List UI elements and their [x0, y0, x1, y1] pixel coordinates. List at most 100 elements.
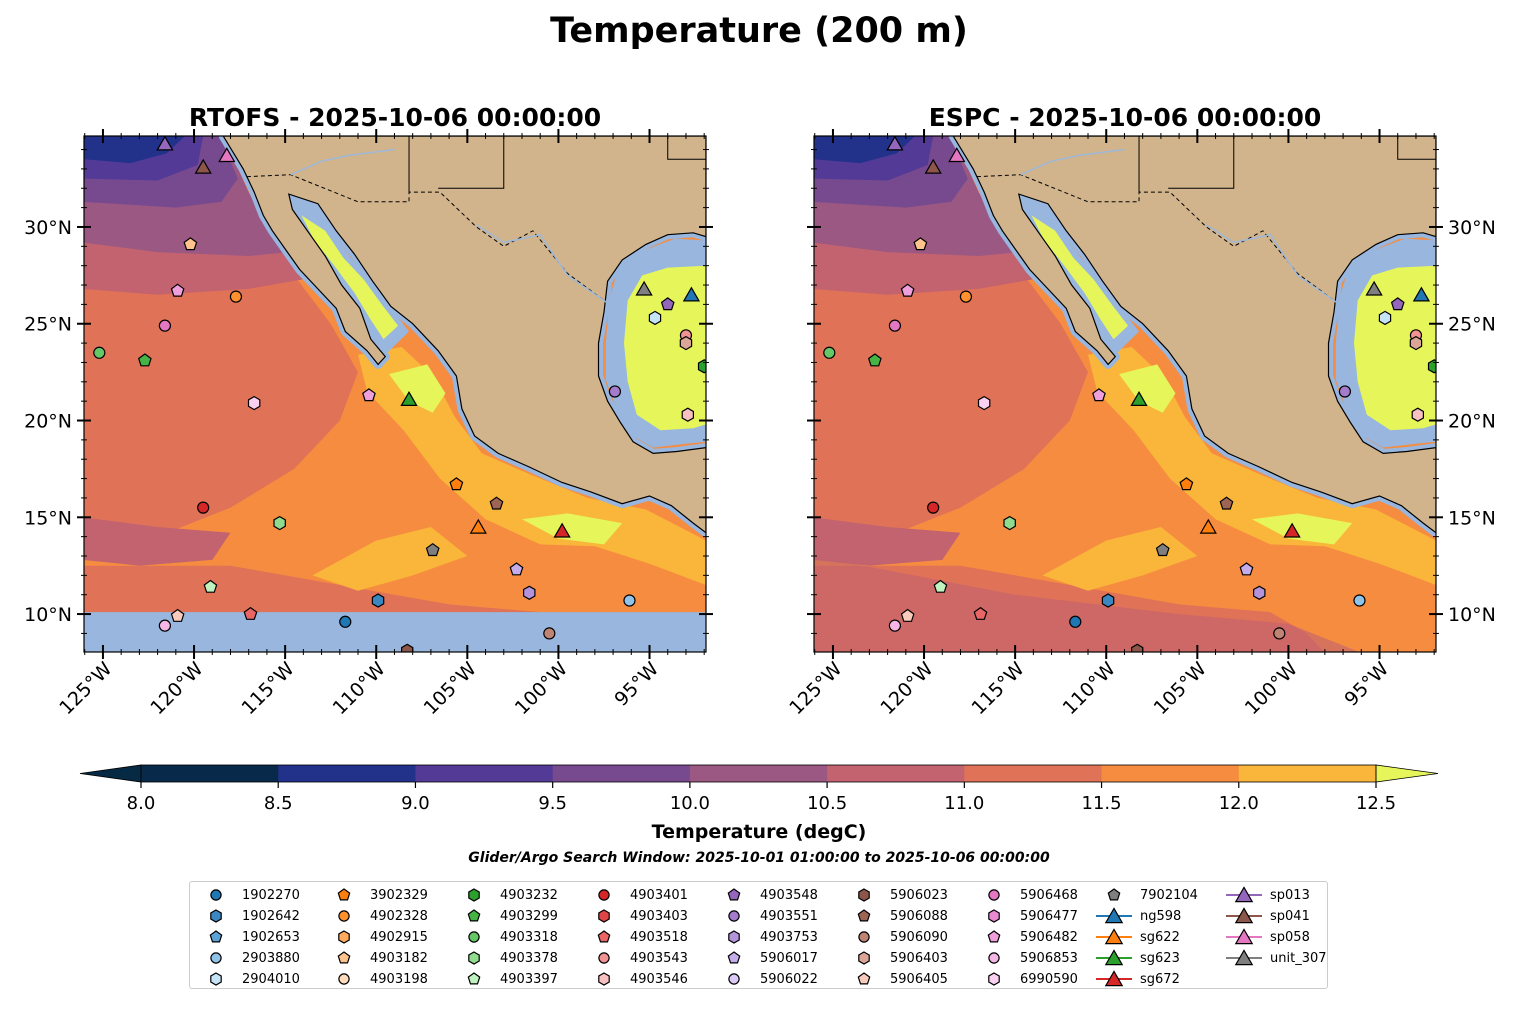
legend-marker — [728, 930, 740, 944]
country-border — [976, 174, 1340, 305]
legend-marker — [468, 888, 480, 902]
legend-marker — [210, 909, 222, 923]
legend-label: 4903198 — [370, 971, 428, 987]
temperature-contour-region — [84, 275, 358, 556]
legend-marker — [597, 930, 611, 943]
legend-marker — [338, 910, 350, 922]
observation-marker-sp041 — [924, 158, 942, 174]
legend-label: 5906088 — [890, 908, 948, 924]
legend-item-ng598: ng598 — [1094, 906, 1181, 926]
gulf-of-mexico-warm — [1354, 265, 1436, 431]
legend-marker — [337, 888, 351, 901]
legend-label: 4903182 — [370, 950, 428, 966]
legend-label: 5906468 — [1020, 887, 1078, 903]
legend-item-5906853: 5906853 — [974, 948, 1078, 968]
observation-marker-7902104 — [1155, 542, 1170, 557]
observation-marker-4903232 — [1427, 359, 1436, 374]
legend-item-4903378: 4903378 — [454, 948, 558, 968]
pentagon-marker-icon — [1107, 888, 1121, 901]
lon-tick-label: 110°W — [329, 658, 390, 719]
figure-title: Temperature (200 m) — [550, 11, 968, 51]
legend-label: 2904010 — [242, 971, 300, 987]
legend-marker — [1104, 907, 1124, 924]
lat-tick-label: 20°N — [24, 411, 72, 433]
colorbar-segment — [278, 765, 416, 782]
legend-marker — [988, 909, 1000, 923]
observation-marker-sg622 — [1199, 518, 1217, 534]
lat-tick-label: 20°N — [1448, 411, 1496, 433]
legend-label: 4903318 — [500, 929, 558, 945]
observation-marker-sp058 — [218, 147, 236, 163]
circle-marker-icon — [210, 952, 222, 964]
legend-item-5906023: 5906023 — [844, 885, 948, 905]
legend-item-7902104: 7902104 — [1094, 885, 1198, 905]
land — [952, 136, 1436, 534]
temperature-contour-region — [1042, 527, 1198, 591]
legend-item-4903546: 4903546 — [584, 969, 688, 989]
colorbar-tick-label: 9.0 — [401, 793, 430, 814]
observation-marker-3902329 — [1179, 477, 1194, 491]
observation-marker-4902328 — [229, 290, 243, 303]
map-content — [814, 136, 1436, 652]
observation-marker-4903299 — [137, 353, 152, 367]
legend-item-4903543: 4903543 — [584, 948, 688, 968]
temperature-contour-region — [389, 364, 446, 413]
lat-tick-label: 15°N — [1448, 507, 1496, 529]
observation-marker-4903548 — [1390, 297, 1405, 311]
temperature-contour-region — [312, 527, 468, 591]
colorbar-tick-label: 10.0 — [670, 793, 710, 814]
hexagon-marker-icon — [210, 909, 222, 923]
legend-item-5906090: 5906090 — [844, 927, 948, 947]
observation-marker-sg672 — [553, 522, 571, 538]
observation-marker-unit_307 — [1365, 280, 1383, 296]
observation-marker-ng598 — [1412, 286, 1431, 302]
observation-marker-4903299 — [867, 353, 882, 367]
colorbar-segment — [552, 765, 691, 782]
temperature-contour-region — [814, 517, 961, 566]
legend-item-5906405: 5906405 — [844, 969, 948, 989]
legend-item-2903880: 2903880 — [196, 948, 300, 968]
pentagon-marker-icon — [597, 930, 611, 943]
lon-tick-label: 95°W — [1340, 658, 1393, 711]
colorbar-over-extend — [1375, 764, 1439, 783]
map-panel-espc: 30°N 25°N 20°N 15°N 10°N 125°W 120°W 115°W 110°W… — [785, 129, 1496, 719]
circle-marker-icon — [210, 889, 222, 901]
colorbar-segment — [827, 765, 965, 782]
legend-label: 1902653 — [242, 929, 300, 945]
legend-label: 4903518 — [630, 929, 688, 945]
legend-item-4903397: 4903397 — [454, 969, 558, 989]
legend-item-5906088: 5906088 — [844, 906, 948, 926]
legend-marker — [210, 889, 222, 901]
legend-marker — [1104, 949, 1124, 966]
legend-marker — [598, 952, 610, 964]
triangle-marker-icon — [1226, 949, 1262, 966]
circle-marker-icon — [598, 952, 610, 964]
legend-label: 2903880 — [242, 950, 300, 966]
observation-marker-2903880 — [1353, 594, 1366, 607]
legend-marker — [1107, 888, 1121, 901]
legend-marker — [468, 951, 480, 965]
circle-marker-icon — [338, 910, 350, 922]
colorbar-frame — [140, 764, 1377, 783]
legend-marker — [210, 952, 222, 964]
observation-marker-4903397 — [203, 579, 218, 593]
observation-marker-5906482 — [362, 388, 376, 402]
legend-item-4903318: 4903318 — [454, 927, 558, 947]
circle-marker-icon — [468, 931, 480, 943]
no-data-region — [84, 612, 706, 652]
observation-marker-1902642 — [1101, 593, 1115, 608]
lon-tick-label: 115°W — [237, 658, 298, 719]
hexagon-marker-icon — [338, 930, 350, 944]
map-frame — [813, 135, 1437, 653]
lon-tick-label: 115°W — [967, 658, 1028, 719]
observation-marker-5906403 — [1409, 335, 1423, 351]
legend-label: 5906017 — [760, 950, 818, 966]
legend-marker — [858, 931, 870, 943]
legend-item-4902915: 4902915 — [324, 927, 428, 947]
observation-marker-sg623 — [400, 390, 418, 406]
observation-marker-ng598 — [682, 286, 701, 302]
legend-label: 4903232 — [500, 887, 558, 903]
legend-item-sp058: sp058 — [1224, 927, 1310, 947]
legend-label: 4903403 — [630, 908, 688, 924]
observation-marker-5906017 — [1239, 562, 1254, 576]
